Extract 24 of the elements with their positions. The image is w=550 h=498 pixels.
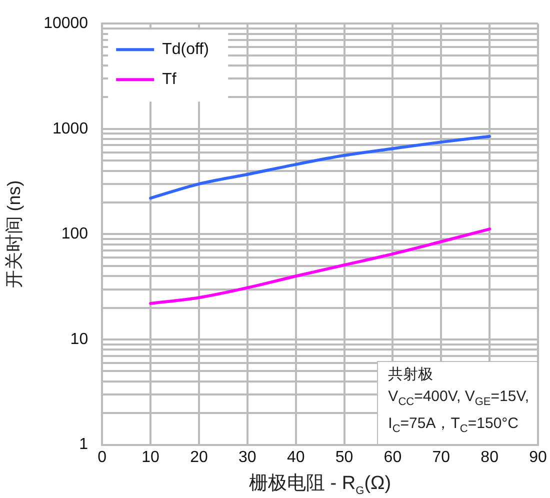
x-tick-label: 10 xyxy=(142,448,160,466)
x-tick-label: 60 xyxy=(384,448,402,466)
y-tick-label: 1000 xyxy=(52,120,88,138)
annotation: 共射极 xyxy=(388,364,434,385)
x-tick-label: 80 xyxy=(480,448,499,466)
x-axis-title: 栅极电阻 - R$_{G}$(Ω) xyxy=(249,472,392,497)
x-tick-label: 90 xyxy=(529,448,547,466)
x-tick-label: 0 xyxy=(98,448,107,466)
x-tick-label: 40 xyxy=(286,448,305,466)
legend-label: Td(off) xyxy=(162,41,209,58)
legend-label: Tf xyxy=(162,71,177,88)
y-tick-label: 10 xyxy=(70,330,88,348)
x-tick-label: 70 xyxy=(432,448,450,466)
x-tick-label: 20 xyxy=(190,448,208,466)
y-tick-label: 100 xyxy=(61,226,88,243)
y-axis-title: 开关时间 (ns) xyxy=(4,180,24,288)
x-tick-label: 50 xyxy=(335,448,354,466)
annotation: I$_{C}$=75A，T$_{C}$=150°C xyxy=(388,414,520,437)
x-tick-label: 30 xyxy=(238,448,256,466)
annotation: V$_{CC}$=400V, V$_{GE}$=15V, xyxy=(388,386,529,410)
line-series xyxy=(149,228,492,305)
line-series xyxy=(149,134,492,200)
y-tick-label: 1 xyxy=(79,436,88,454)
y-tick-label: 10000 xyxy=(44,15,88,32)
